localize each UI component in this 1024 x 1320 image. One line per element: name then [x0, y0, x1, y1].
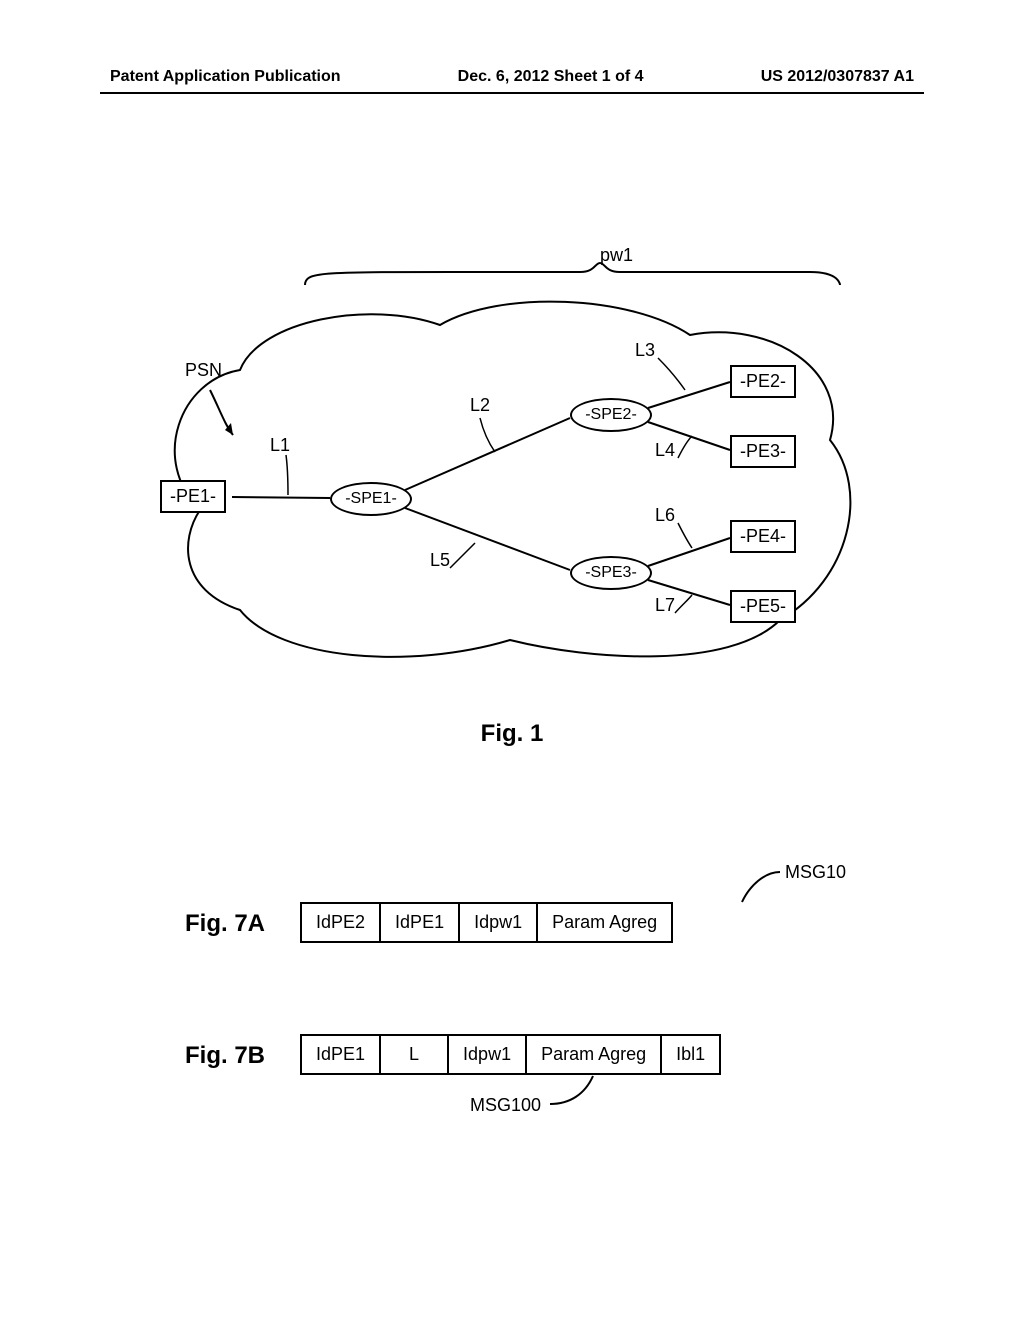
- msg100-leader: [545, 1074, 615, 1114]
- cell-idpe1: IdPE1: [380, 903, 459, 942]
- fig1-svg: [170, 260, 870, 690]
- leader-L5: [450, 543, 475, 568]
- label-L6: L6: [655, 505, 675, 526]
- table-row: IdPE1 L Idpw1 Param Agreg Ibl1: [301, 1035, 720, 1074]
- fig7a-label: Fig. 7A: [185, 910, 265, 938]
- fig7b-table: IdPE1 L Idpw1 Param Agreg Ibl1: [300, 1034, 721, 1075]
- header-publication: Patent Application Publication: [110, 68, 341, 86]
- label-pw1: pw1: [600, 245, 633, 266]
- fig1-caption: Fig. 1: [0, 720, 1024, 748]
- label-msg100: MSG100: [470, 1095, 541, 1116]
- fig7b-label: Fig. 7B: [185, 1042, 265, 1070]
- cell-idpw1: Idpw1: [459, 903, 537, 942]
- cell-param-agreg: Param Agreg: [537, 903, 672, 942]
- cell-ibl1: Ibl1: [661, 1035, 720, 1074]
- header-doc-number: US 2012/0307837 A1: [761, 68, 914, 86]
- header-rule: [100, 92, 924, 94]
- leader-L3: [658, 358, 685, 390]
- link-L3: [648, 382, 730, 408]
- cell-param-agreg: Param Agreg: [526, 1035, 661, 1074]
- label-L7: L7: [655, 595, 675, 616]
- cell-idpe1: IdPE1: [301, 1035, 380, 1074]
- link-L2: [405, 418, 570, 490]
- pw1-brace: [305, 263, 840, 285]
- label-L5: L5: [430, 550, 450, 571]
- leader-L1: [286, 455, 288, 495]
- leader-L6: [678, 523, 692, 548]
- node-PE2: -PE2-: [730, 365, 796, 398]
- node-PE1: -PE1-: [160, 480, 226, 513]
- node-PE5: -PE5-: [730, 590, 796, 623]
- fig1-diagram: -PE1- -PE2- -PE3- -PE4- -PE5- -SPE1- -SP…: [170, 260, 850, 680]
- label-PSN: PSN: [185, 360, 222, 381]
- cell-idpw1: Idpw1: [448, 1035, 526, 1074]
- node-SPE2: -SPE2-: [570, 398, 652, 432]
- label-L3: L3: [635, 340, 655, 361]
- node-PE4: -PE4-: [730, 520, 796, 553]
- leader-L2: [480, 418, 495, 452]
- node-SPE3: -SPE3-: [570, 556, 652, 590]
- fig7a-table: IdPE2 IdPE1 Idpw1 Param Agreg: [300, 902, 673, 943]
- label-L1: L1: [270, 435, 290, 456]
- leader-L7: [675, 595, 692, 613]
- header-date-sheet: Dec. 6, 2012 Sheet 1 of 4: [458, 68, 644, 86]
- table-row: IdPE2 IdPE1 Idpw1 Param Agreg: [301, 903, 672, 942]
- link-L1: [232, 497, 330, 498]
- cell-idpe2: IdPE2: [301, 903, 380, 942]
- label-L2: L2: [470, 395, 490, 416]
- page-header: Patent Application Publication Dec. 6, 2…: [0, 68, 1024, 86]
- msg10-leader: [730, 860, 800, 910]
- label-L4: L4: [655, 440, 675, 461]
- node-SPE1: -SPE1-: [330, 482, 412, 516]
- leader-L4: [678, 436, 692, 458]
- cell-L: L: [380, 1035, 448, 1074]
- node-PE3: -PE3-: [730, 435, 796, 468]
